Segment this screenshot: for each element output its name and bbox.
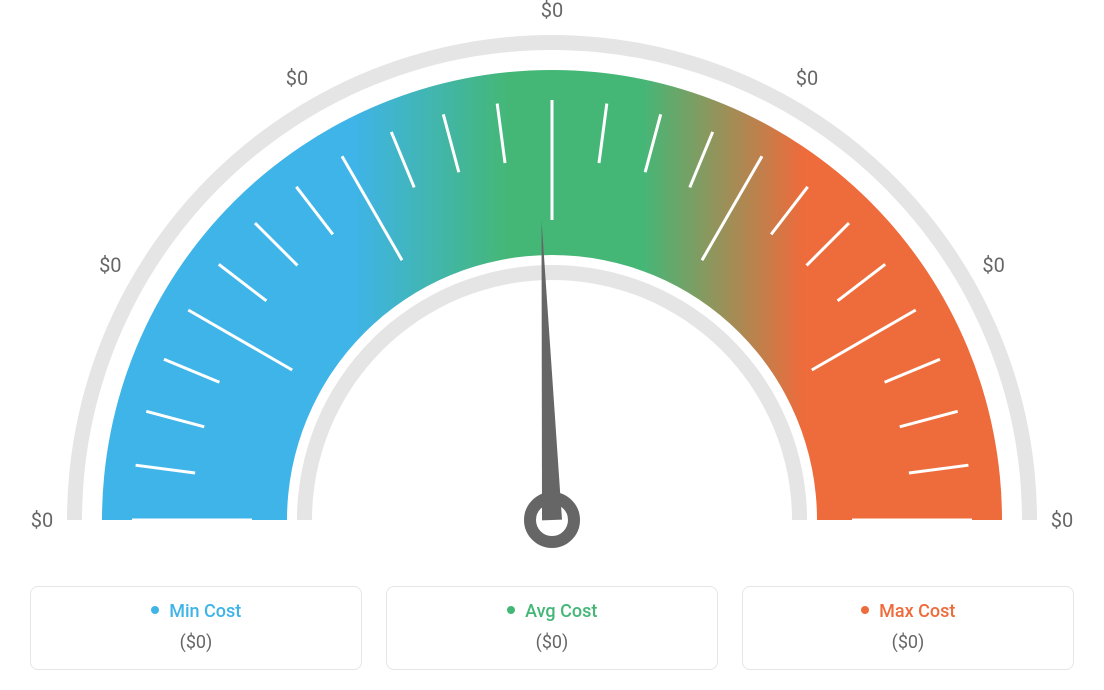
gauge-tick-label: $0 <box>31 508 53 532</box>
gauge-chart: $0 $0 $0 $0 $0 $0 $0 <box>0 0 1104 560</box>
legend-dot-max <box>861 606 869 614</box>
gauge-tick-label: $0 <box>796 66 818 90</box>
legend-title-max: Max Cost <box>743 601 1073 622</box>
legend-label-max: Max Cost <box>879 601 955 622</box>
legend-value-max: ($0) <box>743 632 1073 653</box>
legend-label-min: Min Cost <box>169 601 241 622</box>
legend-card-max: Max Cost ($0) <box>742 586 1074 670</box>
legend-dot-min <box>151 606 159 614</box>
legend-value-avg: ($0) <box>387 632 717 653</box>
legend-card-min: Min Cost ($0) <box>30 586 362 670</box>
gauge-tick-label: $0 <box>982 253 1004 277</box>
gauge-tick-label: $0 <box>286 66 308 90</box>
gauge-tick-label: $0 <box>99 253 121 277</box>
legend-dot-avg <box>507 606 515 614</box>
legend-title-avg: Avg Cost <box>387 601 717 622</box>
legend-card-avg: Avg Cost ($0) <box>386 586 718 670</box>
legend-title-min: Min Cost <box>31 601 361 622</box>
legend-row: Min Cost ($0) Avg Cost ($0) Max Cost ($0… <box>30 586 1074 670</box>
legend-label-avg: Avg Cost <box>525 601 597 622</box>
gauge-tick-label: $0 <box>541 0 563 22</box>
legend-value-min: ($0) <box>31 632 361 653</box>
gauge-tick-label: $0 <box>1051 508 1073 532</box>
